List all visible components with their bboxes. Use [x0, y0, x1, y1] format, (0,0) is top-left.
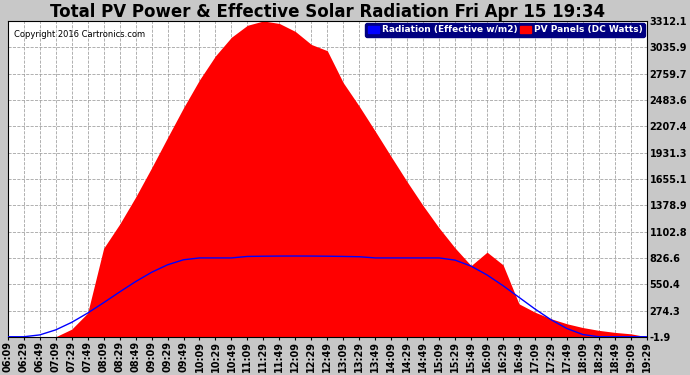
Legend: Radiation (Effective w/m2), PV Panels (DC Watts): Radiation (Effective w/m2), PV Panels (D…	[366, 23, 645, 37]
Title: Total PV Power & Effective Solar Radiation Fri Apr 15 19:34: Total PV Power & Effective Solar Radiati…	[50, 3, 605, 21]
Text: Copyright 2016 Cartronics.com: Copyright 2016 Cartronics.com	[14, 30, 146, 39]
